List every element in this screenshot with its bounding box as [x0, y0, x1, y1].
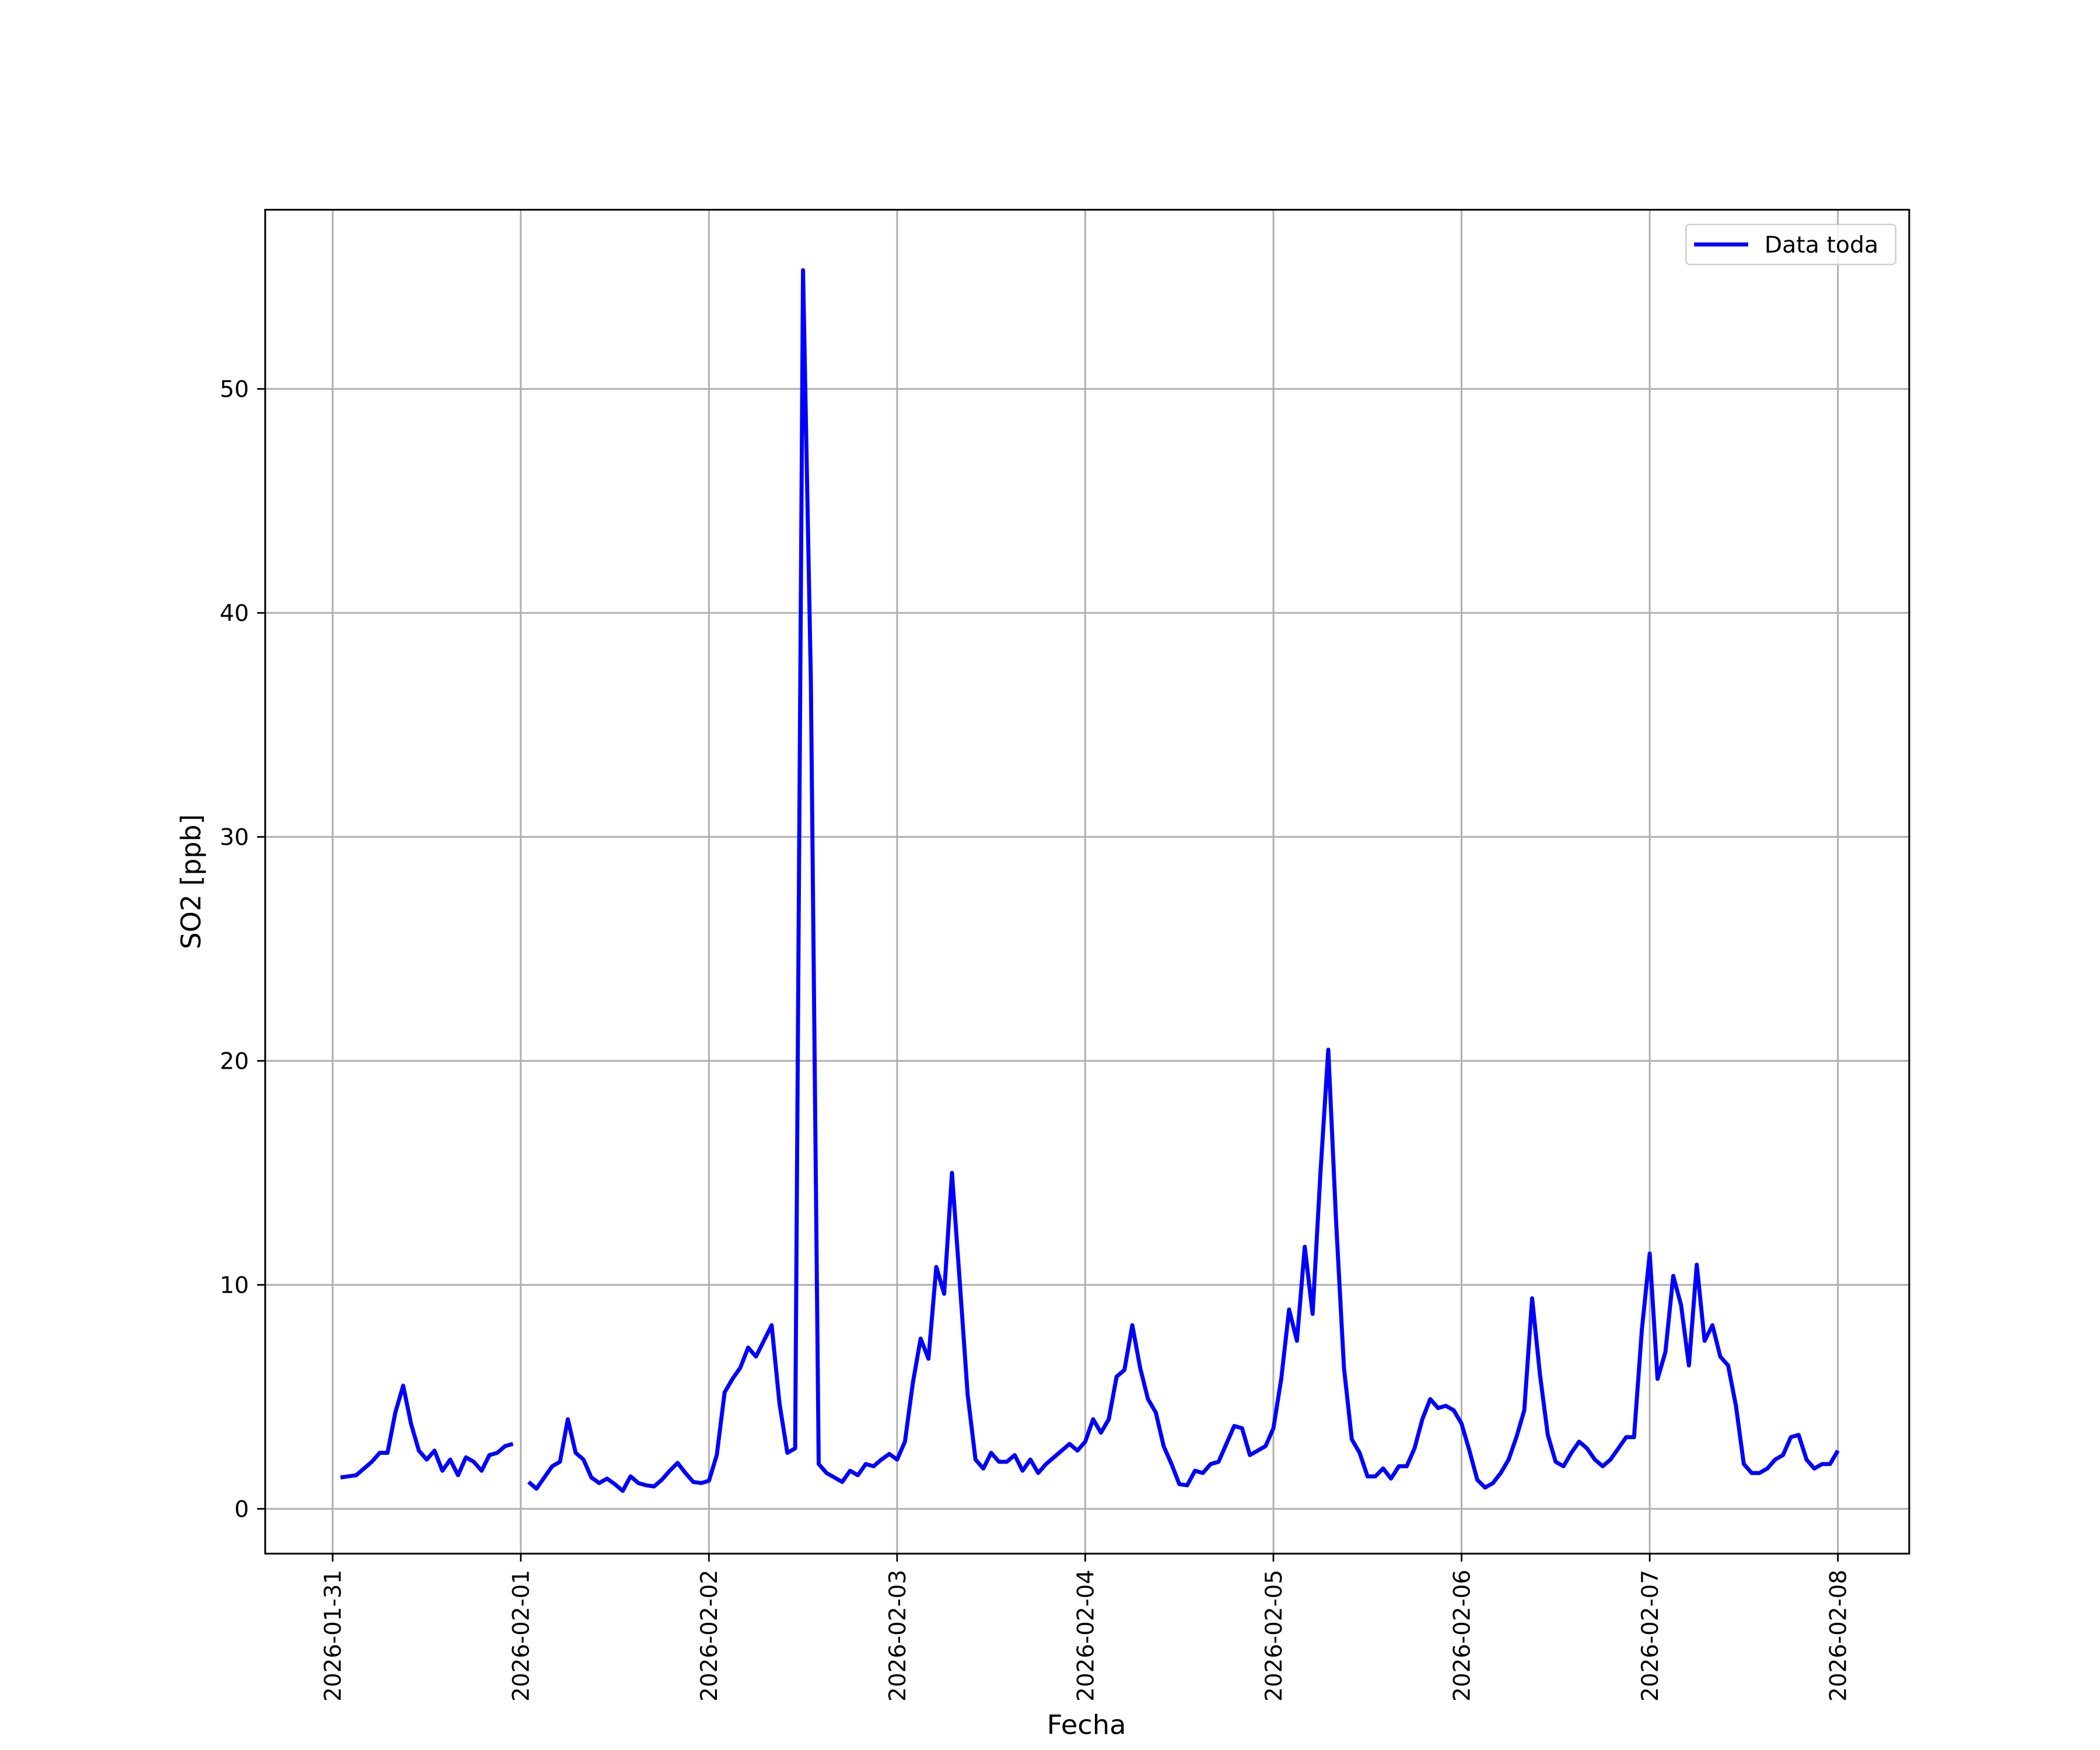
data-line [527, 268, 1840, 1493]
grid [265, 209, 1909, 1554]
x-tick-label: 2026-02-02 [696, 1570, 723, 1702]
x-tick-label: 2026-02-06 [1449, 1570, 1475, 1702]
x-tick-label: 2026-02-07 [1637, 1570, 1664, 1702]
y-tick-label: 0 [235, 1497, 249, 1523]
x-tick-label: 2026-01-31 [320, 1570, 346, 1702]
ticks: 0 10 20 30 40 50 2026-01-31 2026-02-01 2026-02-0… [220, 377, 1852, 1702]
y-tick-label: 40 [220, 601, 249, 627]
x-tick-label: 2026-02-03 [885, 1570, 911, 1702]
legend-label: Data toda [1765, 232, 1878, 258]
y-tick-label: 50 [220, 377, 249, 403]
legend: Data toda [1685, 223, 1896, 265]
x-tick-label: 2026-02-01 [508, 1570, 534, 1702]
legend-box [1685, 223, 1896, 265]
data-line [340, 1383, 514, 1480]
x-tick-label: 2026-02-05 [1261, 1570, 1287, 1702]
plot-frame [264, 209, 1910, 1555]
lines [340, 268, 1840, 1493]
y-axis-label: SO2 [ppb] [175, 814, 206, 950]
x-tick-label: 2026-02-08 [1825, 1570, 1852, 1702]
y-tick-label: 10 [220, 1273, 249, 1299]
x-tick-label: 2026-02-04 [1073, 1570, 1099, 1702]
x-axis-label: Fecha [1047, 1709, 1126, 1741]
y-tick-label: 30 [220, 825, 249, 851]
y-tick-label: 20 [220, 1049, 249, 1075]
